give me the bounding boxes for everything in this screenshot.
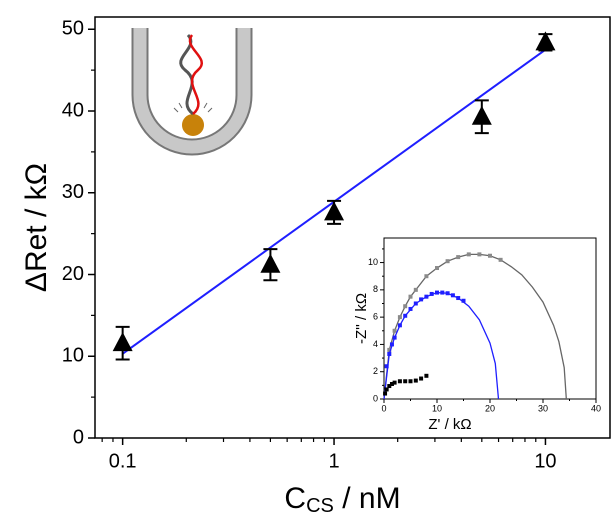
data-point — [413, 301, 418, 306]
data-point — [466, 252, 471, 257]
data-point — [424, 373, 429, 378]
y-tick-label: 6 — [373, 312, 378, 322]
x-tick-label: 40 — [591, 403, 601, 413]
data-point — [440, 290, 445, 295]
y-tick-label: 0 — [373, 393, 378, 403]
data-point — [389, 342, 394, 347]
data-point — [387, 351, 392, 356]
data-point — [445, 291, 450, 296]
data-point — [403, 379, 408, 384]
y-tick-label: 40 — [62, 99, 84, 121]
x-tick-label: 20 — [485, 403, 495, 413]
data-point — [392, 335, 397, 340]
y-tick-label: 30 — [62, 181, 84, 203]
data-point — [488, 253, 492, 258]
y-tick-label: 0 — [73, 426, 84, 448]
x-axis-label-main: C — [284, 482, 306, 515]
data-point — [429, 291, 434, 296]
data-point — [424, 274, 429, 279]
data-point — [413, 287, 418, 292]
data-point — [461, 298, 466, 303]
data-point — [324, 201, 345, 221]
x-tick-label: 10 — [534, 450, 556, 472]
data-point — [445, 259, 450, 264]
y-tick-label: 2 — [373, 366, 378, 376]
x-axis-label: Z' / kΩ — [428, 416, 471, 433]
data-point — [456, 296, 461, 301]
data-point — [471, 105, 492, 125]
data-point — [403, 313, 408, 318]
x-axis-label-rest: / nM — [334, 482, 401, 515]
x-axis-label-sub: CS — [306, 495, 334, 515]
data-point — [260, 253, 281, 273]
data-point — [535, 31, 556, 51]
x-tick-label: 0 — [381, 403, 386, 413]
data-point — [413, 378, 418, 383]
data-point — [456, 255, 461, 260]
data-point — [408, 306, 413, 311]
data-point — [112, 332, 133, 352]
data-point — [383, 391, 388, 396]
x-tick-label: 30 — [538, 403, 548, 413]
data-point — [435, 266, 439, 271]
data-point — [384, 364, 389, 369]
x-tick-label: 0.1 — [109, 450, 137, 472]
y-tick-label: 10 — [62, 345, 84, 367]
data-point — [408, 379, 413, 384]
data-point — [392, 380, 397, 385]
data-point — [397, 379, 402, 384]
y-tick-label: 20 — [62, 263, 84, 285]
x-tick-label: 1 — [328, 450, 339, 472]
data-point — [389, 381, 394, 386]
data-point — [392, 328, 397, 333]
illustration — [131, 28, 253, 156]
plot-frame — [94, 16, 611, 439]
y-tick-label: 8 — [373, 284, 378, 294]
data-point — [450, 293, 455, 298]
data-point — [419, 376, 424, 381]
data-point — [397, 323, 402, 328]
y-axis-label: ΔRet / kΩ — [20, 163, 53, 292]
data-point — [408, 294, 413, 299]
data-point — [397, 315, 402, 320]
y-tick-label: 50 — [62, 18, 84, 40]
y-tick-label: 10 — [368, 257, 378, 267]
data-point — [384, 387, 389, 392]
y-tick-label: 4 — [373, 339, 378, 349]
data-point — [498, 257, 503, 262]
data-point — [477, 252, 482, 257]
inset-plot: 0 2 4 6 8 10 0 10 20 30 40 Z' / kΩ -Z'' / kΩ — [353, 237, 601, 433]
data-point — [387, 384, 392, 389]
data-point — [435, 290, 439, 295]
data-point — [387, 347, 392, 352]
y-axis-label: -Z'' / kΩ — [353, 293, 370, 344]
data-point — [419, 297, 424, 302]
x-axis-label: CCS / nM — [284, 482, 400, 515]
data-point — [403, 304, 408, 309]
data-point — [424, 294, 429, 299]
x-tick-label: 10 — [432, 403, 442, 413]
inset-background — [383, 237, 597, 400]
